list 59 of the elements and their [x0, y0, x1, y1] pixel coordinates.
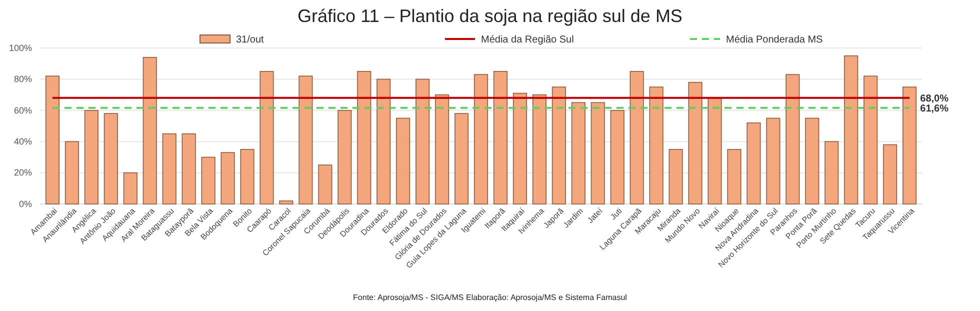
bar: [64, 141, 79, 204]
data-label: 68,0%: [920, 93, 949, 104]
bar: [123, 172, 138, 204]
bar: [298, 76, 313, 204]
bar: [474, 74, 488, 204]
y-tick-label: 60%: [14, 105, 32, 116]
bar: [688, 82, 702, 204]
bar: [512, 92, 527, 204]
bar: [104, 113, 118, 204]
bar: [590, 102, 605, 204]
bar: [240, 149, 254, 204]
bar: [201, 156, 216, 204]
bar: [668, 149, 683, 204]
bar: [805, 118, 820, 204]
bar: [610, 110, 624, 204]
bar: [142, 56, 157, 204]
bar: [766, 118, 780, 204]
bar: [454, 113, 469, 204]
bar: [279, 200, 294, 204]
x-tick-label: Juti: [608, 206, 624, 222]
bar: [260, 71, 274, 204]
bar: [220, 152, 235, 204]
y-tick-label: 100%: [8, 42, 32, 53]
bar: [630, 71, 644, 204]
legend-label: Média Ponderada MS: [726, 34, 824, 46]
bar: [45, 76, 60, 204]
y-tick-label: 20%: [14, 168, 32, 178]
y-tick-label: 80%: [14, 74, 32, 84]
legend-label: 31/out: [236, 34, 264, 46]
bar: [552, 86, 566, 204]
bar: [746, 122, 761, 204]
bar: [532, 94, 546, 204]
bar: [338, 110, 352, 204]
bar: [435, 94, 450, 204]
chart-title: Gráfico 11 – Plantio da soja na região sul de MS: [298, 6, 682, 26]
bar: [824, 141, 839, 204]
bar: [883, 144, 898, 204]
bar: [182, 133, 196, 204]
source-note: Fonte: Aprosoja/MS - SIGA/MS Elaboração: Aprosoja/MS e Sistema Famasul: [353, 293, 628, 302]
bar: [708, 98, 722, 204]
bar: [357, 71, 372, 204]
bar: [162, 133, 176, 204]
y-tick-label: 40%: [14, 136, 32, 146]
bar: [396, 118, 410, 204]
legend-label: Média da Região Sul: [481, 34, 574, 46]
bar: [376, 78, 391, 204]
y-tick-label: 0%: [18, 198, 32, 209]
bar: [649, 86, 664, 204]
bar: [416, 78, 430, 204]
bar: [318, 164, 332, 204]
bar: [727, 149, 742, 204]
bar: [84, 110, 98, 204]
data-label: 61,6%: [920, 103, 949, 114]
bar: [786, 74, 800, 204]
bar: [864, 76, 878, 204]
bar: [571, 102, 586, 204]
bar: [844, 55, 858, 204]
bar: [493, 71, 508, 204]
bar: [902, 86, 917, 204]
